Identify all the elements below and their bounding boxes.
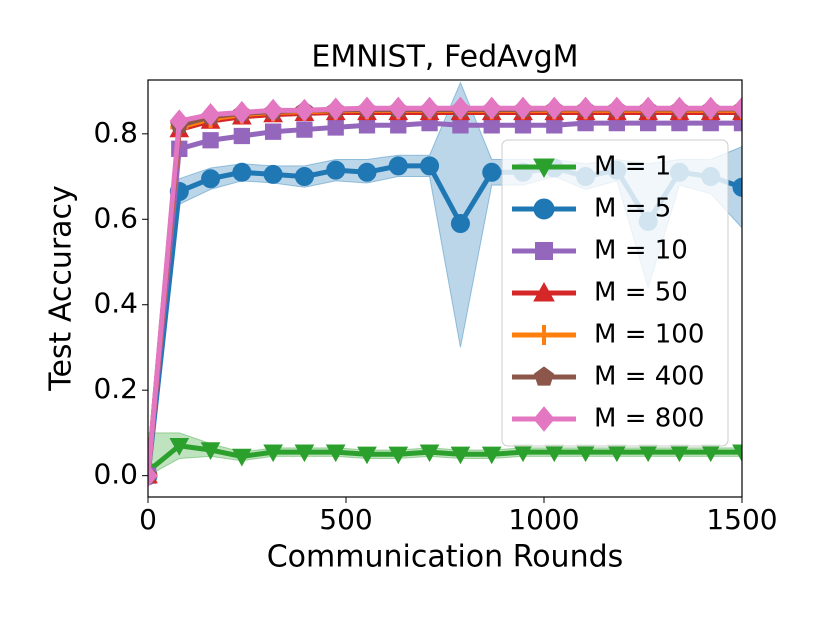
marker: [669, 96, 690, 120]
x-tick-label: 1500: [706, 503, 777, 536]
marker: [326, 97, 346, 121]
marker: [326, 160, 346, 180]
marker: [732, 444, 742, 463]
marker: [233, 127, 251, 145]
legend-label: M = 800: [594, 404, 704, 434]
y-tick-label: 0.2: [93, 372, 138, 405]
marker: [148, 464, 158, 488]
marker: [420, 156, 440, 176]
marker: [481, 446, 502, 465]
marker: [575, 96, 596, 120]
x-axis-label: Communication Rounds: [267, 540, 624, 575]
x-tick-label: 0: [139, 503, 157, 536]
legend-label: M = 400: [594, 362, 704, 392]
marker: [294, 444, 315, 463]
marker: [533, 198, 555, 220]
marker: [294, 98, 315, 122]
marker: [533, 158, 555, 179]
legend-box: [501, 139, 729, 447]
legend-label: M = 10: [594, 236, 688, 266]
marker: [232, 162, 252, 182]
legend-label: M = 5: [594, 194, 671, 224]
legend-label: M = 1: [594, 152, 671, 182]
marker: [482, 162, 502, 182]
marker: [533, 281, 555, 302]
marker: [450, 446, 471, 465]
x-tick-label: 500: [319, 503, 372, 536]
marker: [201, 169, 221, 189]
y-tick-label: 0.0: [93, 458, 138, 491]
marker: [732, 177, 742, 197]
axes: 0 500 1000 1500 0.0 0.2 0.4 0.6 0.8: [93, 116, 777, 536]
marker: [388, 446, 409, 465]
marker: [200, 103, 221, 127]
marker: [294, 167, 314, 187]
marker: [357, 96, 377, 120]
marker: [482, 96, 502, 120]
marker: [169, 438, 190, 456]
marker: [388, 96, 408, 120]
marker: [232, 448, 252, 467]
marker: [357, 162, 377, 182]
marker: [544, 96, 564, 120]
y-tick-label: 0.8: [93, 116, 138, 149]
marker: [534, 325, 554, 345]
marker: [263, 98, 283, 122]
marker: [202, 132, 219, 149]
x-tick-label: 1000: [508, 503, 579, 536]
marker: [232, 100, 252, 125]
marker: [535, 242, 553, 260]
marker: [513, 96, 533, 120]
marker: [450, 96, 471, 120]
marker: [638, 96, 658, 120]
marker: [533, 406, 555, 432]
legend-label: M = 100: [594, 320, 704, 350]
y-axis-label: Test Accuracy: [44, 185, 79, 392]
marker: [296, 121, 313, 138]
axes-frame: [147, 79, 743, 498]
marker: [732, 96, 742, 120]
marker: [607, 96, 627, 120]
marker: [357, 446, 377, 465]
legend: M = 1 M = 5 M = 10 M = 50 M = 100 M = 400 M = …: [501, 139, 729, 447]
marker: [701, 96, 721, 120]
marker: [264, 123, 282, 140]
marker: [450, 214, 470, 234]
marker: [533, 366, 555, 386]
y-tick-label: 0.4: [93, 287, 138, 320]
marker: [419, 444, 440, 463]
marker: [419, 96, 440, 120]
marker: [263, 164, 283, 184]
y-tick-label: 0.6: [93, 201, 138, 234]
marker: [325, 444, 346, 463]
marker: [327, 119, 344, 136]
marker: [388, 156, 408, 176]
legend-label: M = 50: [594, 278, 688, 308]
marker: [169, 109, 189, 133]
marker: [263, 444, 283, 463]
chart-title: EMNIST, FedAvgM: [311, 40, 578, 75]
marker: [200, 442, 221, 461]
